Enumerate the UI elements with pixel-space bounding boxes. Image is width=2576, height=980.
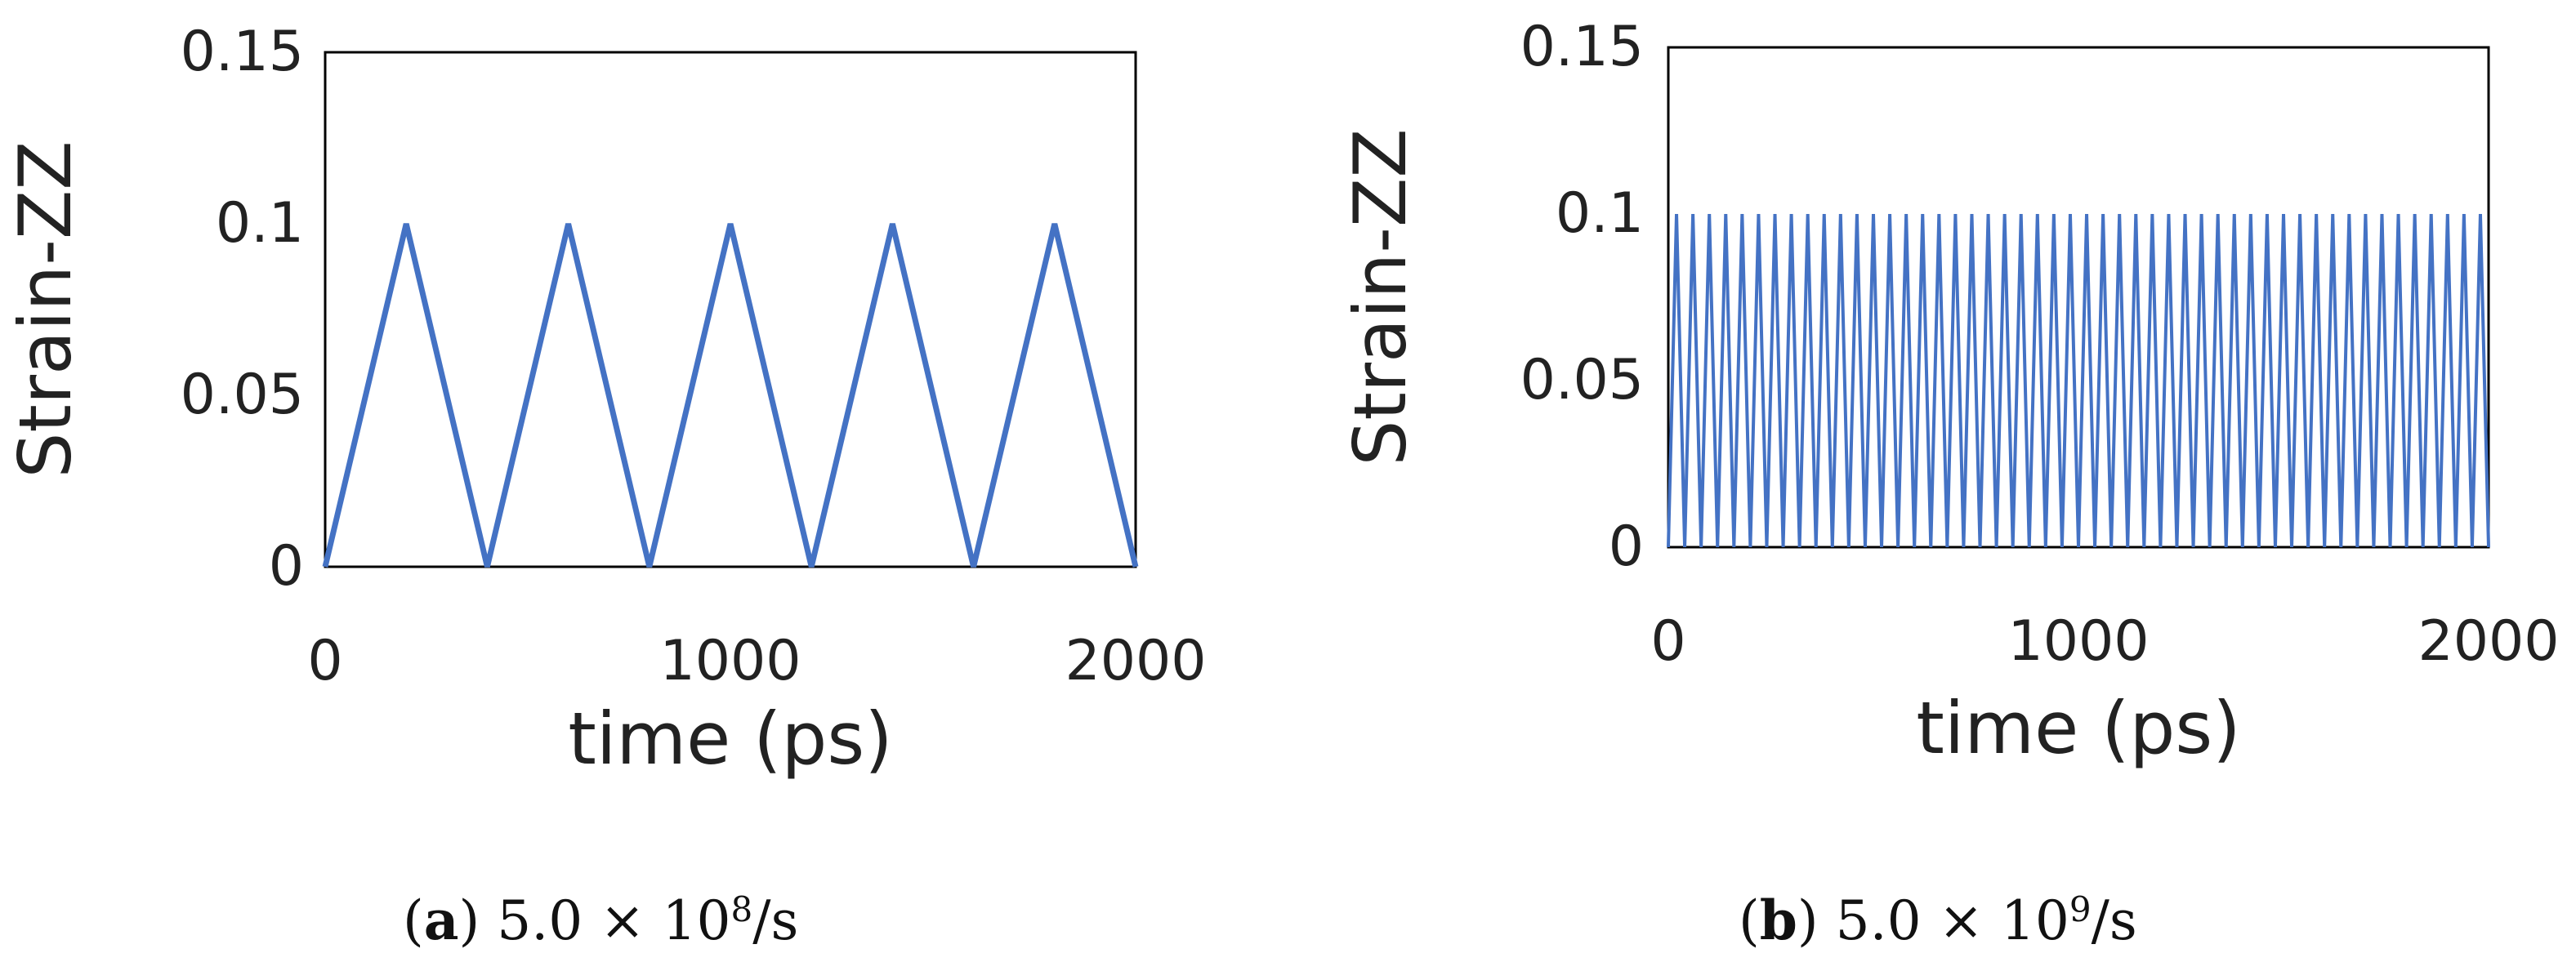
panel-a-xtick-1000: 1000	[659, 629, 801, 693]
panel-b-caption-unit: /s	[2092, 889, 2137, 952]
panel-a-caption-exponent: 8	[730, 889, 752, 929]
panel-b-ytick-0: 0	[1609, 514, 1644, 579]
panel-a-caption-unit: /s	[752, 889, 798, 952]
panel-b-xtick-2000: 2000	[2418, 609, 2559, 674]
panel-b-caption-text: 5.0 × 10	[1836, 889, 2069, 952]
panel-a-xtick-2000: 2000	[1065, 629, 1206, 693]
panel-b-caption: (b) 5.0 × 109/s	[1739, 889, 2137, 952]
panel-a-ytick-0.1: 0.1	[216, 191, 304, 256]
panel-b-caption-exponent: 9	[2069, 889, 2092, 929]
panel-b-series-line	[1667, 213, 2490, 548]
panel-b-ytick-0.15: 0.15	[1520, 15, 1644, 79]
panel-b-ylabel: Strain-ZZ	[1338, 128, 1422, 466]
panel-a-ytick-0.05: 0.05	[181, 363, 304, 427]
panel-b-ytick-0.1: 0.1	[1556, 181, 1644, 246]
panel-b-ytick-0.05: 0.05	[1520, 348, 1644, 412]
panel-a-xtick-0: 0	[307, 629, 342, 693]
panel-a-series-line	[322, 223, 1139, 568]
panel-a-caption: (a) 5.0 × 108/s	[403, 889, 798, 952]
panel-a-xlabel: time (ps)	[568, 697, 892, 781]
panel-a-caption-text: 5.0 × 10	[497, 889, 730, 952]
panel-b-plot-frame	[1667, 46, 2490, 549]
panel-b-xlabel: time (ps)	[1916, 686, 2240, 770]
panel-a: 0.15 0.1 0.05 0 0 1000 2000 time (ps) St…	[3, 20, 1207, 952]
panel-b: 0.15 0.1 0.05 0 0 1000 2000 time (ps) St…	[1338, 15, 2560, 952]
panel-a-ylabel: Strain-ZZ	[3, 140, 87, 478]
panel-b-caption-letter: b	[1760, 889, 1797, 952]
panel-b-xtick-0: 0	[1650, 609, 1685, 674]
panel-a-plot-frame	[324, 51, 1137, 568]
panel-a-caption-letter: a	[424, 889, 459, 952]
panel-a-ytick-0: 0	[269, 534, 304, 599]
panel-a-ytick-0.15: 0.15	[181, 20, 304, 84]
panel-b-xtick-1000: 1000	[2007, 609, 2149, 674]
